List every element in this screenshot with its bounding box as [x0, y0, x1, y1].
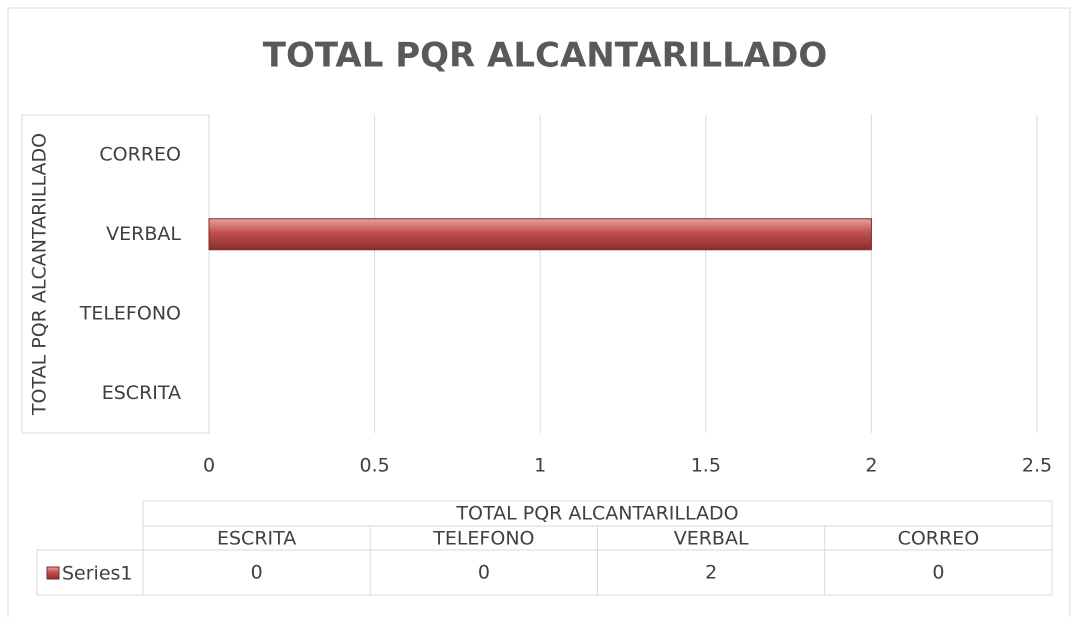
- table-value: 0: [478, 562, 490, 584]
- table-column-label: ESCRITA: [217, 528, 296, 550]
- x-tick-label: 2.5: [1022, 455, 1052, 477]
- legend-label: Series1: [62, 563, 133, 585]
- table-value: 0: [251, 562, 263, 584]
- y-axis-label: TOTAL PQR ALCANTARILLADO: [29, 133, 51, 416]
- table-header: TOTAL PQR ALCANTARILLADO: [455, 503, 738, 525]
- y-tick-label: VERBAL: [106, 223, 181, 245]
- y-tick-label: CORREO: [99, 143, 181, 165]
- bar: [208, 218, 872, 251]
- legend-swatch: [46, 566, 60, 580]
- chart-border: [7, 7, 1071, 617]
- x-tick-label: 0.5: [359, 455, 389, 477]
- x-tick-label: 1: [534, 455, 546, 477]
- y-tick-label: ESCRITA: [102, 382, 181, 404]
- table-column-label: VERBAL: [674, 528, 749, 550]
- table-value: 2: [705, 562, 717, 584]
- table-column-label: CORREO: [898, 528, 980, 550]
- x-tick-label: 2: [865, 455, 877, 477]
- chart-title: TOTAL PQR ALCANTARILLADO: [263, 36, 827, 76]
- table-column-label: TELEFONO: [432, 528, 534, 550]
- x-tick-label: 0: [203, 455, 215, 477]
- y-tick-label: TELEFONO: [79, 302, 181, 324]
- x-tick-label: 1.5: [691, 455, 721, 477]
- table-value: 0: [932, 562, 944, 584]
